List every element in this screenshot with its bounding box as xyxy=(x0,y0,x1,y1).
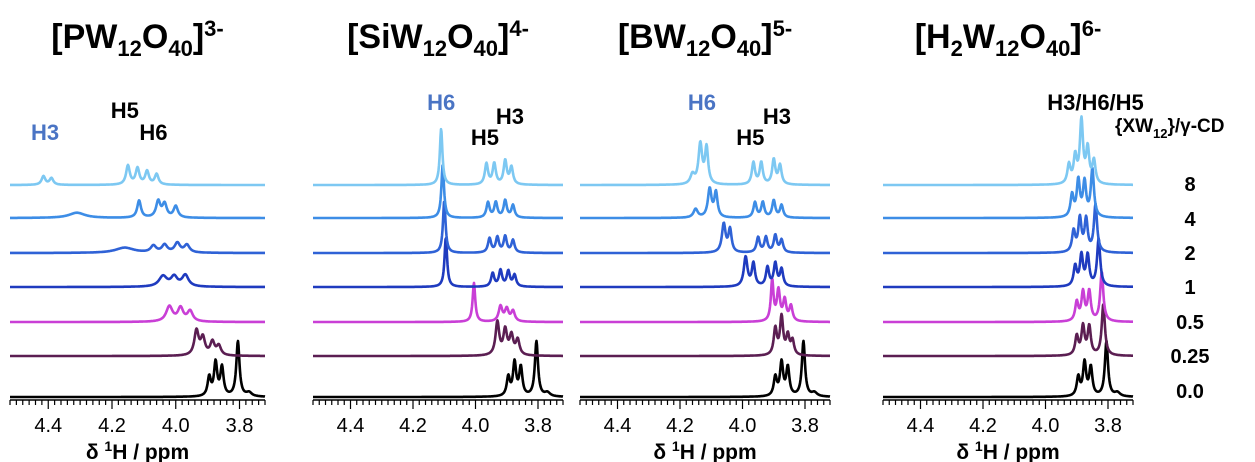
ratio-label-0.25: 0.25 xyxy=(1171,346,1210,368)
panel-title: [PW12O40]3- xyxy=(51,16,223,61)
spectrum-trace-0.5 xyxy=(9,304,266,324)
x-tick-label: 4.4 xyxy=(34,415,62,437)
ratio-label-1: 1 xyxy=(1184,277,1195,299)
x-tick-label: 4.0 xyxy=(162,415,190,437)
spectrum-trace-1 xyxy=(882,237,1134,289)
peak-label: H5 xyxy=(736,125,764,150)
x-tick-label: 4.0 xyxy=(729,415,757,437)
spectrum-trace-0.0 xyxy=(882,339,1134,399)
ratio-label-0.5: 0.5 xyxy=(1176,312,1204,334)
spectrum-trace-0.0 xyxy=(9,339,266,399)
x-axis-label: δ 1H / ppm xyxy=(86,438,189,462)
x-tick-label: 3.8 xyxy=(524,415,552,437)
x-axis-label: δ 1H / ppm xyxy=(653,438,756,462)
spectrum-trace-4 xyxy=(882,166,1134,220)
x-tick-label: 4.4 xyxy=(337,415,365,437)
spectrum-trace-8 xyxy=(882,115,1134,187)
peak-label: H3/H6/H5 xyxy=(1047,90,1144,115)
spectrum-trace-8 xyxy=(9,163,266,187)
peak-label: H5 xyxy=(471,125,499,150)
panel-title: [SiW12O40]4- xyxy=(347,16,529,61)
spectrum-trace-4 xyxy=(579,186,831,220)
spectrum-trace-4 xyxy=(9,198,266,220)
spectrum-trace-2 xyxy=(312,200,564,255)
spectrum-trace-2 xyxy=(579,221,831,255)
x-tick-label: 4.2 xyxy=(666,415,694,437)
spectrum-trace-0.0 xyxy=(579,339,831,399)
x-tick-label: 4.2 xyxy=(399,415,427,437)
peak-label: H3 xyxy=(31,120,59,145)
panel-title: [H2W12O40]6- xyxy=(915,16,1102,61)
ratio-legend-header: {XW12}/γ-CD xyxy=(1115,116,1224,141)
x-tick-label: 4.2 xyxy=(98,415,126,437)
x-tick-label: 4.4 xyxy=(604,415,632,437)
ratio-label-0.0: 0.0 xyxy=(1176,381,1204,403)
spectrum-trace-0.25 xyxy=(579,312,831,358)
spectrum-trace-2 xyxy=(882,202,1134,255)
ratio-label-8: 8 xyxy=(1184,174,1195,196)
spectrum-trace-0.5 xyxy=(579,277,831,324)
x-axis-label: δ 1H / ppm xyxy=(956,438,1059,462)
peak-label: H6 xyxy=(427,90,455,115)
peak-label: H3 xyxy=(496,104,524,129)
spectrum-trace-1 xyxy=(9,272,266,289)
peak-label: H6 xyxy=(688,90,716,115)
spectrum-trace-0.25 xyxy=(9,327,266,358)
x-tick-label: 4.2 xyxy=(969,415,997,437)
spectrum-trace-8 xyxy=(312,127,564,187)
spectrum-trace-8 xyxy=(579,140,831,187)
peak-label: H6 xyxy=(139,120,167,145)
panel-title: [BW12O40]5- xyxy=(618,16,792,61)
ratio-label-4: 4 xyxy=(1184,209,1196,231)
x-tick-label: 4.0 xyxy=(462,415,490,437)
ratio-legend: {XW12}/γ-CD 8 4 2 1 0.5 0.25 0.0 xyxy=(1115,116,1224,403)
peak-label: H5 xyxy=(111,98,139,123)
spectrum-trace-0.5 xyxy=(312,281,564,324)
x-tick-label: 3.8 xyxy=(1094,415,1122,437)
x-tick-label: 3.8 xyxy=(791,415,819,437)
nmr-panel-4: [H2W12O40]6- H3/H6/H5 4.4 4.2 4.0 3.8 δ 1H / p… xyxy=(882,16,1144,462)
x-tick-label: 4.4 xyxy=(907,415,935,437)
x-tick-label: 3.8 xyxy=(226,415,254,437)
spectrum-trace-4 xyxy=(312,164,564,220)
spectrum-trace-0.5 xyxy=(882,271,1134,324)
x-tick-label: 4.0 xyxy=(1032,415,1060,437)
spectrum-trace-0.0 xyxy=(312,339,564,399)
spectrum-trace-1 xyxy=(579,254,831,289)
spectrum-trace-2 xyxy=(9,240,266,255)
spectrum-trace-0.25 xyxy=(882,303,1134,358)
spectrum-trace-0.25 xyxy=(312,319,564,358)
ratio-label-2: 2 xyxy=(1184,243,1195,265)
peak-label: H3 xyxy=(763,104,791,129)
spectrum-trace-1 xyxy=(312,236,564,289)
